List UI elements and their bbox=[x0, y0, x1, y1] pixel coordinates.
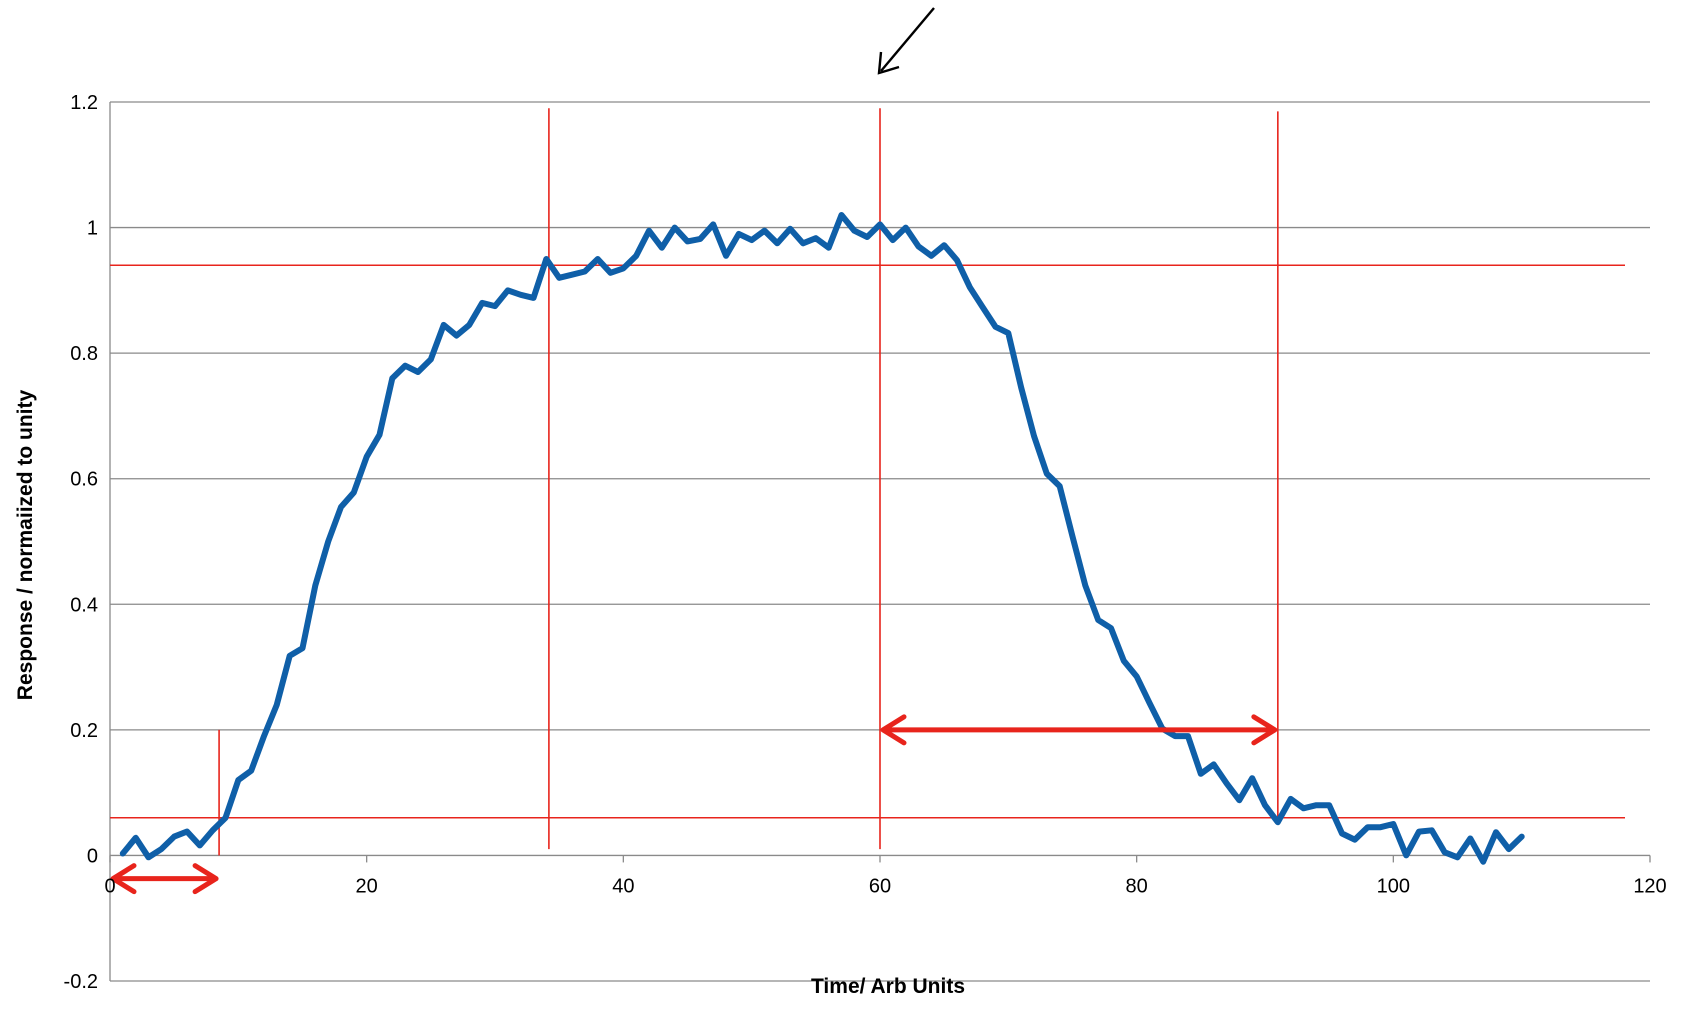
x-tick-label: 60 bbox=[869, 875, 891, 897]
arrow-head-left bbox=[880, 714, 907, 746]
x-tick-label: 100 bbox=[1377, 875, 1410, 897]
arrow-head-right bbox=[192, 863, 219, 895]
arrow-head-left bbox=[110, 863, 137, 895]
y-tick-label: 0.4 bbox=[70, 594, 98, 616]
y-tick-label: 0.2 bbox=[70, 720, 98, 742]
annotation-arrow-head bbox=[877, 51, 900, 75]
y-tick-label: 1 bbox=[87, 218, 98, 240]
y-tick-label: -0.2 bbox=[64, 971, 98, 993]
reference-lines bbox=[110, 108, 1625, 856]
tick-labels: -0.2 0 0.2 0.4 0.6 0.8 1 1.2 0 20 40 60 80 100 120 bbox=[64, 92, 1667, 993]
y-tick-label: 0.8 bbox=[70, 343, 98, 365]
annotation-arrow bbox=[877, 7, 935, 75]
x-tick-label: 80 bbox=[1126, 875, 1148, 897]
x-axis-title: Time/ Arb Units bbox=[811, 975, 965, 998]
x-tick-label: 120 bbox=[1633, 875, 1666, 897]
x-tick-label: 20 bbox=[356, 875, 378, 897]
y-tick-label: 0 bbox=[87, 845, 98, 867]
x-tick-label: 40 bbox=[612, 875, 634, 897]
series-line bbox=[119, 212, 1525, 865]
series-layer bbox=[119, 212, 1525, 865]
range-arrows bbox=[110, 714, 1278, 895]
y-tick-label: 1.2 bbox=[70, 92, 98, 114]
y-tick-label: 0.6 bbox=[70, 469, 98, 491]
arrow-head-right bbox=[1251, 714, 1278, 746]
annotation-arrow-shaft bbox=[880, 7, 935, 72]
double-arrow bbox=[880, 714, 1278, 746]
x-tick-label: 0 bbox=[104, 875, 115, 897]
double-arrow bbox=[110, 863, 219, 895]
y-axis-title: Response / normaiized to unity bbox=[14, 389, 37, 700]
